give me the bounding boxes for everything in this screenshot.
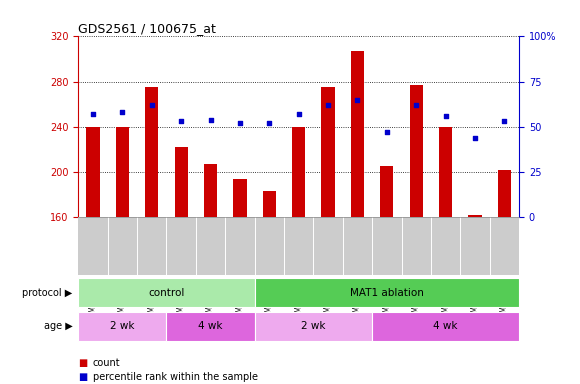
Point [441, 113, 450, 119]
Bar [116, 127, 129, 217]
Text: age ▶: age ▶ [44, 321, 72, 331]
Bar [78, 278, 255, 308]
Bar [204, 164, 217, 217]
Text: percentile rank within the sample: percentile rank within the sample [93, 372, 258, 382]
Bar [292, 127, 305, 217]
Bar [498, 170, 511, 217]
Bar [321, 87, 335, 217]
Bar [86, 127, 100, 217]
Text: control: control [148, 288, 184, 298]
Bar [409, 85, 423, 217]
Bar [439, 127, 452, 217]
Text: 2 wk: 2 wk [301, 321, 325, 331]
Bar [255, 311, 372, 341]
Point [353, 97, 362, 103]
Text: count: count [93, 358, 121, 368]
Point [294, 111, 303, 117]
Point [412, 102, 421, 108]
Text: protocol ▶: protocol ▶ [22, 288, 72, 298]
Point [382, 129, 392, 135]
Bar [166, 311, 255, 341]
Bar [372, 311, 519, 341]
Bar [175, 147, 188, 217]
Point [176, 118, 186, 124]
Point [88, 111, 97, 117]
Point [500, 118, 509, 124]
Text: 4 wk: 4 wk [433, 321, 458, 331]
Text: 2 wk: 2 wk [110, 321, 135, 331]
Point [147, 102, 157, 108]
Text: GDS2561 / 100675_at: GDS2561 / 100675_at [78, 22, 216, 35]
Bar [145, 87, 158, 217]
Bar [469, 215, 481, 217]
Text: ■: ■ [78, 358, 88, 368]
Point [324, 102, 333, 108]
Point [264, 120, 274, 126]
Bar [233, 179, 246, 217]
Bar [78, 311, 166, 341]
Text: ■: ■ [78, 372, 88, 382]
Point [206, 116, 215, 122]
Point [118, 109, 127, 115]
Point [470, 134, 480, 141]
Text: 4 wk: 4 wk [198, 321, 223, 331]
Text: MAT1 ablation: MAT1 ablation [350, 288, 424, 298]
Bar [263, 191, 276, 217]
Bar [255, 278, 519, 308]
Point [235, 120, 245, 126]
Bar [351, 51, 364, 217]
Bar [380, 166, 393, 217]
